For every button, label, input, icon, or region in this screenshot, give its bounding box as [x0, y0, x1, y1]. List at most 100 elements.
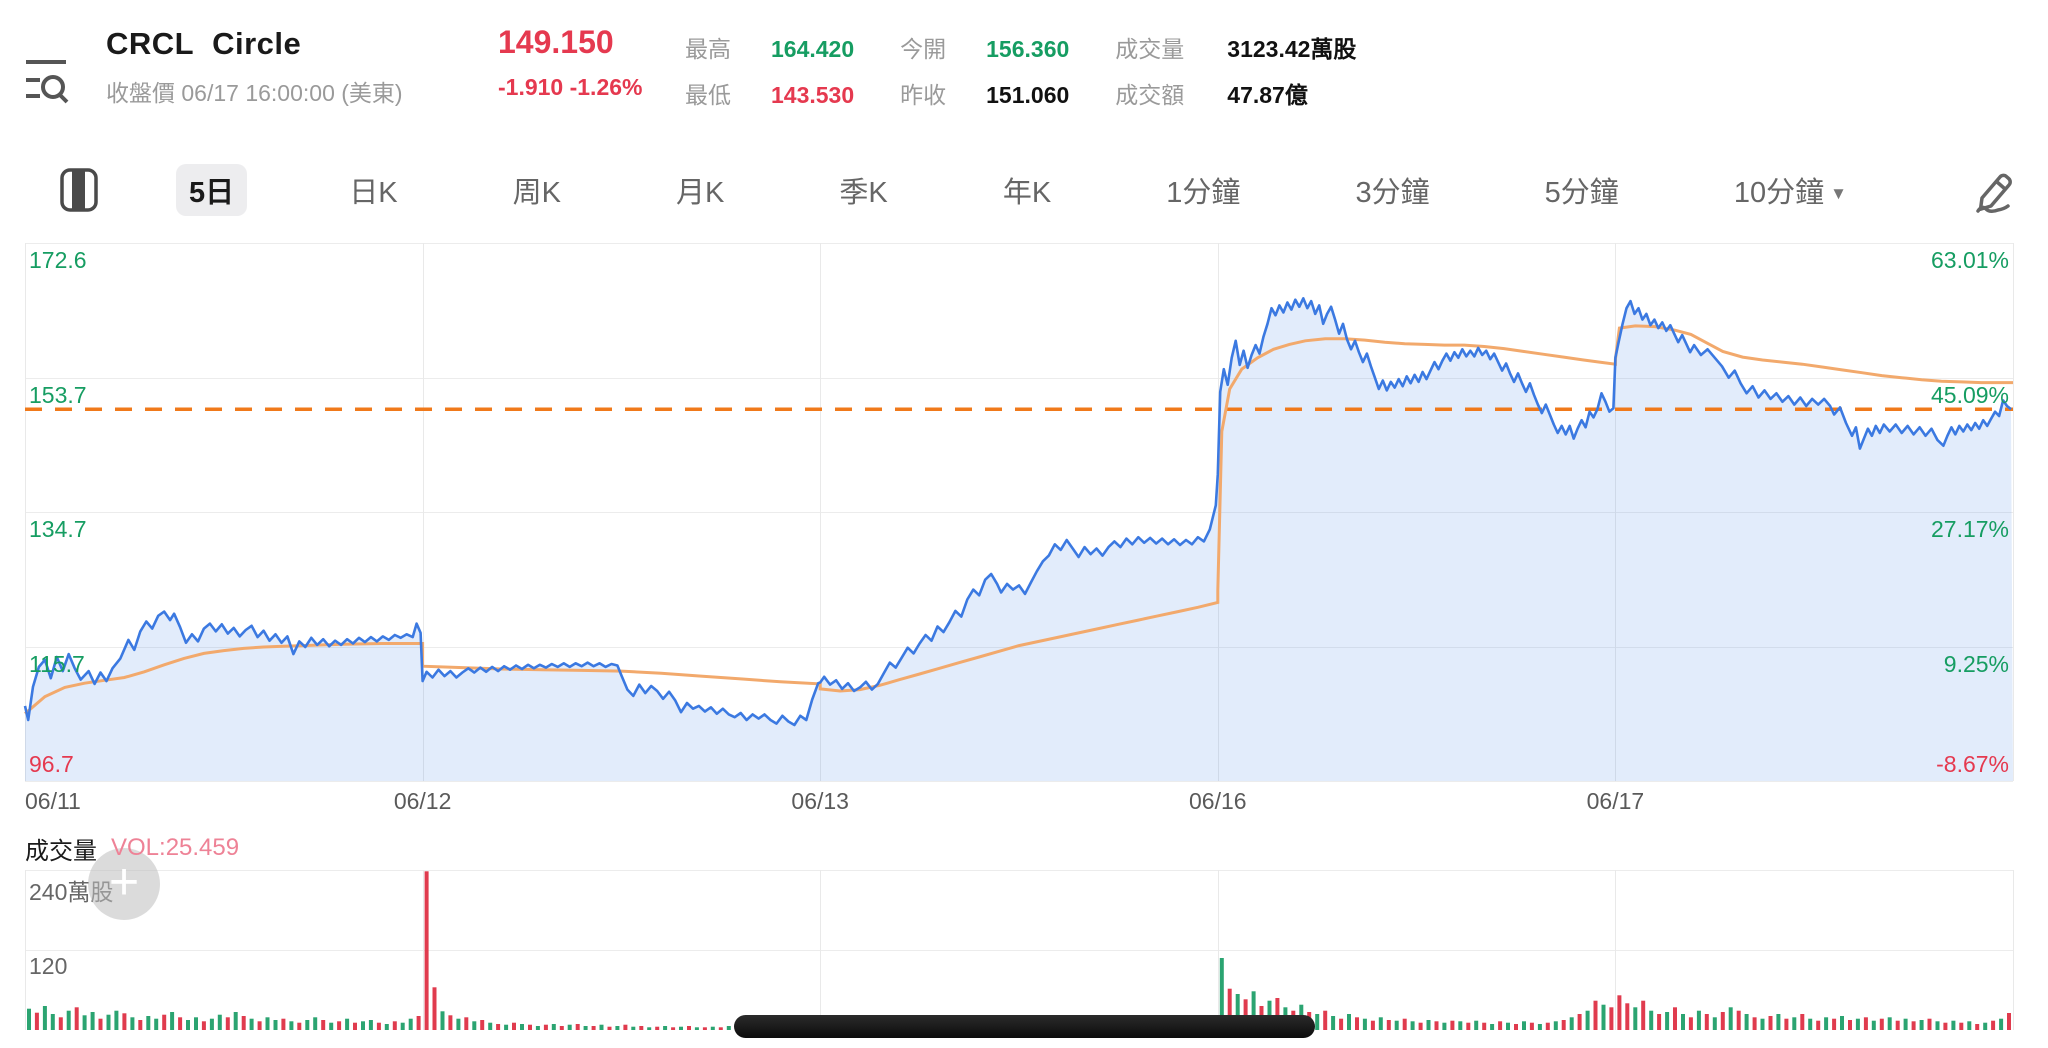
- tab-季K[interactable]: 季K: [839, 177, 888, 209]
- stat-label: 昨收: [900, 82, 947, 108]
- volume-bar: [535, 1026, 540, 1030]
- volume-bar: [1800, 1014, 1805, 1030]
- volume-bar: [1243, 999, 1248, 1030]
- day-gridline: [2013, 243, 2014, 781]
- volume-bar: [1323, 1010, 1328, 1030]
- volume-bar: [257, 1021, 262, 1030]
- tab-年K[interactable]: 年K: [1002, 177, 1052, 209]
- stat-value: 3123.42萬股: [1227, 36, 1357, 62]
- volume-bar: [1426, 1020, 1431, 1030]
- volume-chart-pane[interactable]: 240萬股 120: [25, 870, 2014, 1030]
- volume-bar: [1545, 1022, 1550, 1030]
- volume-bar: [583, 1026, 588, 1030]
- volume-bar: [1633, 1007, 1638, 1030]
- volume-bar: [114, 1010, 119, 1030]
- day-gridline: [25, 243, 26, 781]
- volume-bar: [1362, 1018, 1367, 1030]
- volume-bar: [122, 1013, 127, 1030]
- volume-bar: [66, 1010, 71, 1030]
- tab-月K[interactable]: 月K: [676, 177, 725, 209]
- day-gridline: [25, 870, 26, 1030]
- volume-bar: [1593, 1000, 1598, 1030]
- volume-bar: [1219, 958, 1224, 1030]
- page-title: CRCL Circle: [106, 26, 301, 62]
- volume-bar: [504, 1024, 509, 1030]
- search-list-icon[interactable]: [22, 48, 70, 104]
- price-axis-label: 96.7: [29, 751, 74, 777]
- tab-5分鐘[interactable]: 5分鐘: [1544, 177, 1619, 209]
- volume-bar: [1506, 1022, 1510, 1030]
- volume-bar: [376, 1022, 381, 1030]
- date-label: 06/11: [25, 788, 81, 814]
- volume-bar: [472, 1021, 477, 1030]
- volume-bar: [1585, 1010, 1590, 1030]
- price-gridline: [25, 243, 2013, 244]
- draw-pencil-icon[interactable]: [1968, 168, 2020, 216]
- volume-bar: [249, 1018, 254, 1030]
- volume-bar: [1370, 1020, 1375, 1030]
- volume-bar: [2007, 1013, 2011, 1030]
- percent-axis-label: 45.09%: [1930, 381, 2009, 408]
- volume-bar: [575, 1024, 580, 1030]
- volume-bar: [1808, 1018, 1813, 1030]
- tab-1分鐘[interactable]: 1分鐘: [1166, 177, 1241, 209]
- stat-value: 47.87億: [1227, 82, 1308, 108]
- price-chart-pane[interactable]: 172.6 153.7 134.7 115.7 96.7 63.01% 45.09% 27.1…: [23, 243, 2014, 782]
- volume-bar: [1688, 1017, 1693, 1030]
- volume-bar: [1840, 1016, 1844, 1030]
- volume-bar: [1784, 1018, 1789, 1030]
- add-indicator-button[interactable]: +: [88, 848, 160, 920]
- volume-bar: [1744, 1014, 1749, 1030]
- volume-bar: [1951, 1020, 1956, 1030]
- volume-bar: [146, 1016, 151, 1030]
- date-label: 06/12: [393, 788, 452, 814]
- price-gridline: [25, 512, 2013, 513]
- volume-bar: [1601, 1004, 1606, 1030]
- tab-日K[interactable]: 日K: [349, 177, 398, 209]
- volume-bar: [496, 1024, 501, 1030]
- period-toolbar: 5日 日K 周K 月K 季K 年K 1分鐘 3分鐘 5分鐘 10分鐘 ▼: [0, 164, 2048, 216]
- price-area-fill: [25, 298, 2013, 781]
- volume-bar: [361, 1021, 365, 1030]
- volume-bar: [512, 1022, 516, 1030]
- chevron-down-icon: ▼: [1830, 184, 1847, 203]
- volume-bar: [1529, 1022, 1534, 1030]
- volume-bar: [687, 1026, 691, 1030]
- price-line-chart[interactable]: [23, 243, 2013, 781]
- volume-bar: [1649, 1010, 1654, 1030]
- volume-bar: [1553, 1021, 1558, 1030]
- volume-bar: [90, 1012, 95, 1030]
- stat-value: 156.360: [986, 36, 1070, 62]
- price-axis-label: 172.6: [29, 247, 87, 273]
- volume-bar: [1935, 1021, 1940, 1030]
- volume-bar: [225, 1017, 230, 1030]
- volume-bar: [1609, 1007, 1614, 1030]
- volume-bar: [384, 1024, 389, 1030]
- volume-bar: [702, 1027, 707, 1030]
- volume-bar: [1863, 1017, 1868, 1030]
- chart-layout-icon[interactable]: [60, 168, 98, 212]
- tab-3分鐘[interactable]: 3分鐘: [1355, 177, 1430, 209]
- volume-bar: [599, 1024, 604, 1030]
- volume-bar: [186, 1020, 190, 1030]
- header: CRCL Circle 收盤價 06/17 16:00:00 (美東) 149.1…: [0, 0, 2048, 130]
- volume-bar: [233, 1012, 238, 1030]
- stat-label: 成交額: [1115, 82, 1185, 108]
- volume-bar: [1577, 1014, 1582, 1030]
- volume-bar: [1482, 1022, 1487, 1030]
- volume-bar: [1355, 1017, 1359, 1030]
- volume-bar: [265, 1017, 270, 1030]
- volume-bar: [1315, 1014, 1320, 1030]
- volume-bar: [615, 1026, 620, 1030]
- tab-10分鐘[interactable]: 10分鐘 ▼: [1733, 177, 1847, 209]
- tab-周K[interactable]: 周K: [512, 177, 561, 209]
- volume-bar: [1927, 1018, 1932, 1030]
- volume-bar: [345, 1018, 350, 1030]
- company-name: Circle: [212, 26, 302, 61]
- volume-bar: [655, 1026, 660, 1030]
- volume-bar: [1331, 1016, 1336, 1030]
- chart-scrollbar-handle[interactable]: [734, 1015, 1315, 1038]
- tab-5日[interactable]: 5日: [176, 164, 248, 216]
- volume-bar: [34, 1012, 39, 1030]
- stat-row: 最低 143.530: [685, 76, 854, 110]
